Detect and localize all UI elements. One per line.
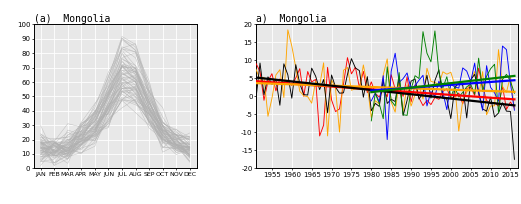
Text: (a)  Mongolia: (a) Mongolia <box>34 14 110 24</box>
Text: a)  Mongolia: a) Mongolia <box>256 14 327 24</box>
